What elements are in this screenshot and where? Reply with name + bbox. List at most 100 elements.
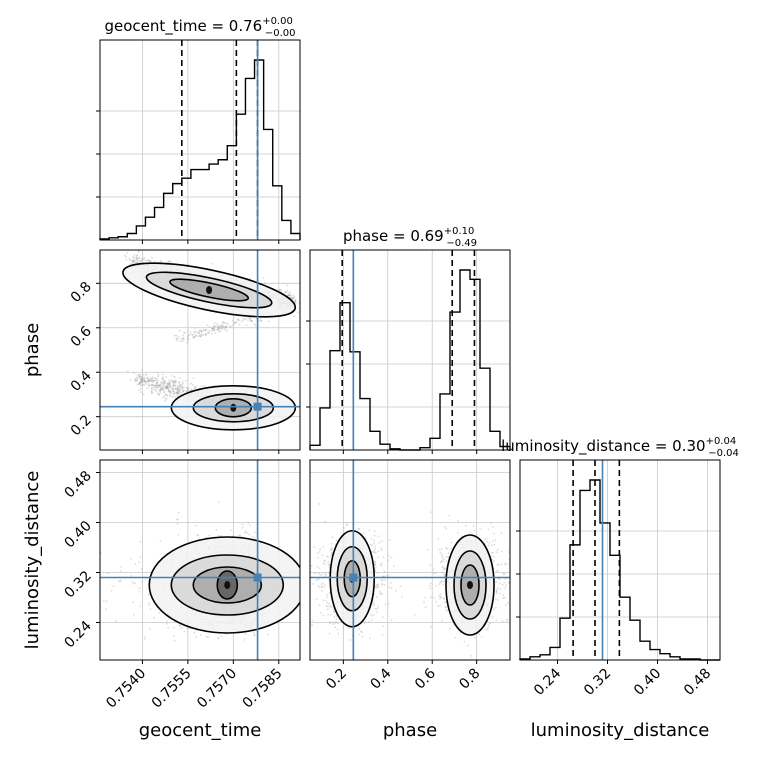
sample-point bbox=[172, 390, 175, 392]
sample-point bbox=[126, 370, 129, 373]
sample-point bbox=[472, 524, 475, 527]
sample-point bbox=[189, 331, 192, 334]
sample-point bbox=[495, 570, 498, 573]
sample-point bbox=[504, 562, 507, 565]
sample-point bbox=[150, 383, 153, 386]
sample-point bbox=[325, 604, 328, 607]
sample-point bbox=[334, 626, 337, 629]
sample-point bbox=[429, 511, 432, 514]
sample-point bbox=[373, 545, 376, 548]
sample-point bbox=[138, 590, 141, 593]
sample-point bbox=[140, 379, 143, 382]
sample-point bbox=[162, 396, 164, 399]
sample-point bbox=[373, 604, 376, 607]
sample-point bbox=[140, 567, 143, 570]
sample-point bbox=[141, 377, 144, 379]
sample-point bbox=[136, 379, 138, 382]
sample-point bbox=[172, 626, 175, 629]
sample-point bbox=[331, 621, 334, 624]
sample-point bbox=[288, 294, 291, 297]
sample-point bbox=[230, 325, 232, 328]
sample-point bbox=[148, 259, 150, 262]
sample-point bbox=[176, 393, 179, 396]
sample-point bbox=[140, 377, 143, 380]
sample-point bbox=[205, 329, 208, 331]
sample-point bbox=[115, 620, 118, 623]
sample-point bbox=[151, 387, 154, 390]
sample-point bbox=[161, 373, 164, 376]
sample-point bbox=[322, 562, 325, 565]
sample-point bbox=[179, 624, 182, 627]
sample-point bbox=[174, 381, 177, 384]
sample-point bbox=[182, 390, 185, 393]
sample-point bbox=[143, 379, 146, 382]
sample-point bbox=[151, 383, 154, 386]
sample-point bbox=[157, 386, 160, 389]
sample-point bbox=[442, 568, 445, 571]
sample-point bbox=[174, 388, 176, 390]
sample-point bbox=[110, 589, 113, 592]
sample-point bbox=[223, 328, 226, 331]
sample-point bbox=[162, 376, 165, 378]
sample-point bbox=[146, 380, 149, 382]
sample-point bbox=[219, 635, 222, 638]
sample-point bbox=[389, 539, 391, 542]
sample-point bbox=[374, 567, 377, 569]
sample-point bbox=[168, 386, 171, 389]
sample-point bbox=[234, 322, 236, 324]
sample-point bbox=[217, 328, 219, 331]
sample-point bbox=[434, 572, 437, 574]
sample-point bbox=[221, 326, 224, 328]
sample-point bbox=[133, 379, 136, 382]
sample-point bbox=[245, 317, 248, 320]
sample-point bbox=[390, 587, 393, 589]
sample-point bbox=[158, 384, 161, 387]
sample-point bbox=[368, 637, 371, 640]
sample-point bbox=[439, 581, 442, 584]
sample-point bbox=[502, 594, 505, 596]
sample-point bbox=[501, 620, 504, 623]
sample-point bbox=[179, 340, 182, 343]
sample-point bbox=[435, 601, 437, 603]
sample-point bbox=[494, 539, 497, 542]
sample-point bbox=[206, 324, 209, 327]
sample-point bbox=[171, 388, 174, 391]
sample-point bbox=[138, 587, 141, 590]
sample-point bbox=[446, 548, 449, 550]
sample-point bbox=[170, 395, 173, 398]
sample-point bbox=[328, 632, 331, 635]
sample-point bbox=[440, 560, 443, 562]
sample-point bbox=[145, 377, 148, 380]
sample-point bbox=[358, 627, 361, 630]
sample-point bbox=[156, 382, 159, 384]
sample-point bbox=[316, 565, 319, 568]
sample-point bbox=[395, 590, 397, 592]
sample-point bbox=[159, 383, 162, 386]
sample-point bbox=[293, 295, 296, 298]
sample-point bbox=[162, 383, 165, 386]
sample-point bbox=[95, 555, 97, 557]
sample-point bbox=[204, 333, 207, 335]
sample-point bbox=[439, 561, 442, 564]
sample-point bbox=[190, 388, 193, 391]
sample-point bbox=[262, 277, 265, 280]
sample-point bbox=[158, 393, 161, 396]
sample-point bbox=[210, 333, 213, 335]
sample-point bbox=[374, 564, 377, 567]
sample-point bbox=[164, 386, 167, 389]
sample-point bbox=[444, 567, 447, 570]
sample-point bbox=[248, 316, 251, 319]
sample-point bbox=[148, 383, 150, 386]
sample-point bbox=[170, 391, 172, 394]
sample-point bbox=[319, 548, 322, 551]
sample-point bbox=[136, 257, 139, 259]
sample-point bbox=[146, 378, 149, 380]
sample-point bbox=[152, 379, 155, 382]
sample-point bbox=[374, 563, 377, 565]
sample-point bbox=[331, 536, 334, 539]
sample-point bbox=[176, 518, 179, 521]
sample-point bbox=[173, 384, 176, 387]
sample-point bbox=[387, 575, 389, 578]
sample-point bbox=[450, 541, 453, 544]
sample-point bbox=[112, 585, 115, 588]
